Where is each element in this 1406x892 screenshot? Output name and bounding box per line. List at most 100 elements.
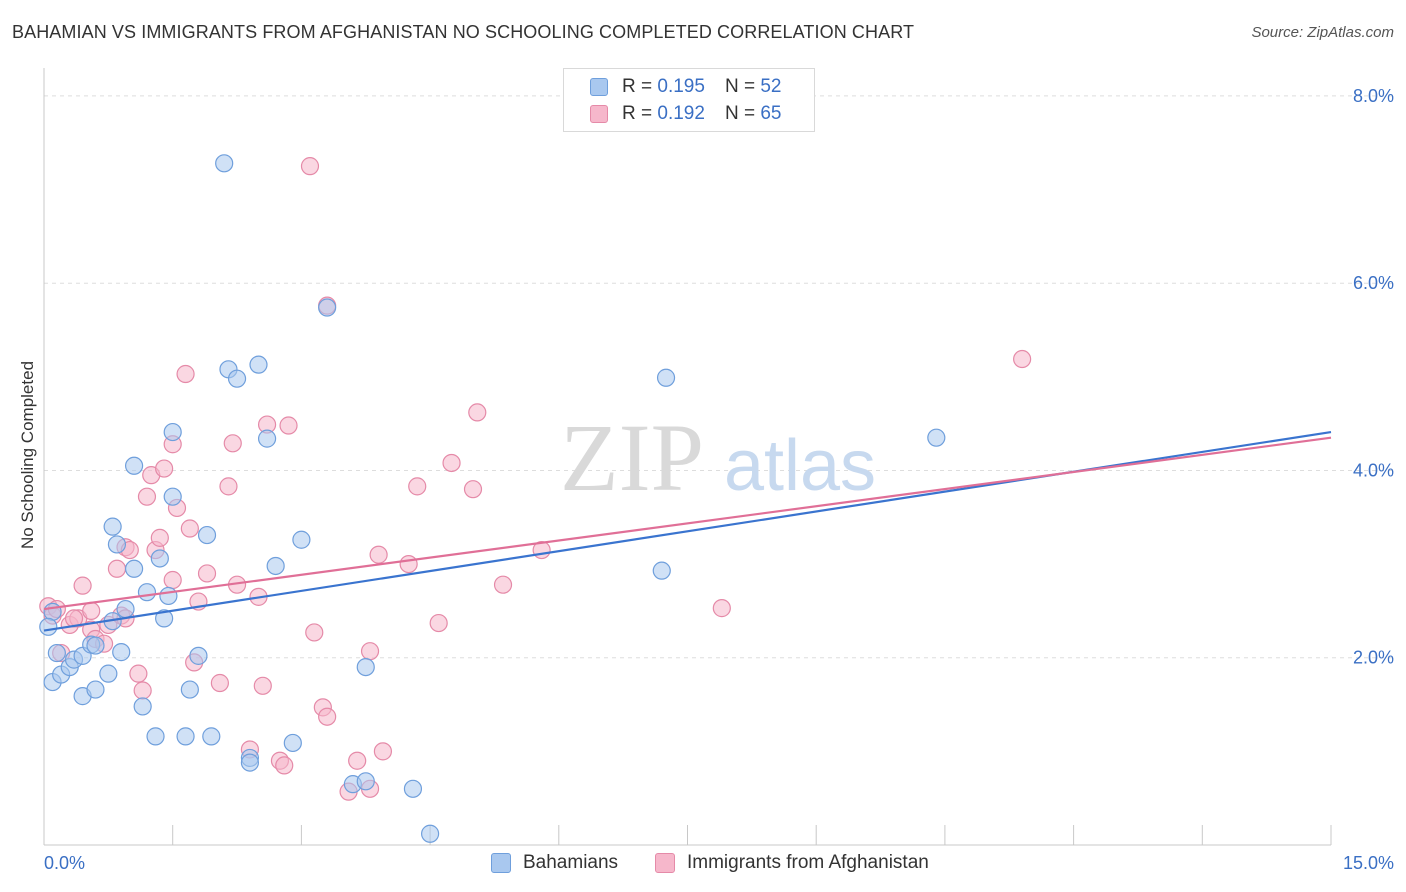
- bahamian-point: [197, 525, 217, 545]
- legend-row-afghanistan: R = 0.192 N = 65: [590, 103, 781, 125]
- afghanistan-point: [360, 642, 380, 661]
- bahamian-points: [39, 154, 946, 843]
- gridlines: [44, 95, 1392, 659]
- bahamian-point: [403, 779, 423, 798]
- bahamian-point: [163, 487, 182, 506]
- bahamian-point: [283, 733, 302, 753]
- n-value-bahamians: 52: [760, 76, 782, 97]
- bahamian-point: [86, 636, 105, 655]
- n-label: N =: [724, 76, 756, 97]
- series-legend: Bahamians Immigrants from Afghanistan: [0, 852, 1406, 878]
- bahamian-point: [99, 664, 118, 683]
- afghanistan-point: [408, 477, 427, 496]
- bahamian-point: [180, 680, 199, 699]
- afghanistan-point: [73, 576, 92, 595]
- bahamian-point: [292, 530, 311, 549]
- bahamian-point: [116, 599, 135, 619]
- bahamian-point: [189, 646, 208, 665]
- afghanistan-point: [1013, 349, 1032, 369]
- afghanistan-point: [150, 528, 169, 547]
- afghanistan-point: [133, 681, 152, 700]
- bahamian-point: [155, 609, 174, 628]
- y-tick-label: 4.0%: [1353, 460, 1394, 480]
- afghanistan-point: [305, 623, 324, 642]
- bahamian-point: [356, 772, 375, 791]
- blue-swatch: [590, 78, 608, 96]
- x-tick-min: 0.0%: [44, 853, 85, 873]
- afghanistan-point: [223, 434, 242, 453]
- afghanistan-point: [442, 453, 461, 473]
- afghanistan-point: [219, 477, 238, 496]
- afghanistan-point: [82, 601, 101, 621]
- afghanistan-point: [279, 416, 298, 435]
- n-value-afghanistan: 65: [760, 103, 782, 124]
- x-tick-max: 15.0%: [1343, 853, 1394, 873]
- bahamian-point: [318, 298, 337, 317]
- bahamian-point: [240, 753, 260, 772]
- afghanistan-point: [373, 742, 393, 761]
- afghanistan-point: [712, 599, 731, 618]
- bahamian-point: [47, 643, 66, 663]
- bahamian-point: [146, 727, 165, 746]
- afghanistan-points: [39, 157, 1032, 801]
- bahamian-point: [356, 657, 375, 677]
- afghanistan-point: [429, 613, 448, 633]
- chart-title: BAHAMIAN VS IMMIGRANTS FROM AFGHANISTAN …: [12, 22, 915, 42]
- legend-item-afghanistan[interactable]: Immigrants from Afghanistan: [655, 852, 929, 874]
- afghanistan-swatch: [655, 853, 675, 873]
- legend-row-bahamians: R = 0.195 N = 52: [590, 76, 781, 98]
- bahamian-point: [215, 154, 234, 173]
- bahamian-point: [133, 697, 152, 716]
- trend-lines: [43, 430, 1332, 632]
- bahamian-point: [227, 369, 247, 388]
- bahamian-point: [159, 586, 178, 606]
- legend-label-afghanistan: Immigrants from Afghanistan: [687, 852, 929, 873]
- y-tick-label: 8.0%: [1353, 86, 1394, 106]
- afghanistan-point: [275, 756, 294, 775]
- afghanistan-point: [129, 664, 148, 683]
- afghanistan-point: [348, 751, 367, 770]
- r-value-afghanistan: 0.192: [657, 103, 705, 124]
- afghanistan-point: [468, 403, 487, 422]
- bahamian-point: [163, 422, 182, 442]
- axes: [43, 68, 1332, 846]
- source-credit[interactable]: Source: ZipAtlas.com: [1251, 24, 1394, 41]
- afghanistan-point: [137, 487, 157, 506]
- bahamian-point: [202, 727, 221, 746]
- legend-item-bahamians[interactable]: Bahamians: [491, 852, 618, 874]
- afghanistan-point: [197, 564, 217, 583]
- r-label: R =: [622, 76, 653, 97]
- afghanistan-point: [300, 157, 320, 176]
- correlation-legend: R = 0.195 N = 52 R = 0.192 N = 65: [563, 68, 815, 132]
- afghanistan-point: [463, 480, 483, 499]
- tick-labels: 0.0% 15.0% 2.0% 4.0% 6.0% 8.0%: [44, 86, 1394, 873]
- afghanistan-point: [210, 673, 229, 693]
- bahamian-point: [257, 429, 277, 448]
- bahamian-point: [421, 824, 440, 843]
- bahamian-point: [656, 368, 676, 387]
- bahamian-point: [266, 556, 285, 576]
- bahamian-point: [43, 602, 62, 621]
- y-tick-label: 2.0%: [1353, 648, 1394, 668]
- bahamian-point: [927, 428, 946, 447]
- bahamian-point: [124, 456, 144, 475]
- n-label: N =: [724, 103, 756, 124]
- afghanistan-trend-line: [43, 436, 1332, 611]
- zipatlas-watermark: ZIP atlas: [560, 404, 876, 511]
- bahamian-point: [103, 517, 122, 536]
- r-label: R =: [622, 103, 653, 124]
- bahamian-point: [112, 643, 131, 662]
- r-value-bahamians: 0.195: [657, 76, 705, 97]
- bahamian-point: [39, 617, 58, 636]
- afghanistan-point: [163, 570, 182, 590]
- bahamian-point: [137, 583, 157, 602]
- bahamian-point: [150, 549, 169, 568]
- bahamians-swatch: [491, 853, 511, 873]
- watermark-zip: ZIP: [560, 404, 704, 511]
- bahamian-point: [107, 535, 127, 554]
- bahamian-point: [176, 727, 195, 746]
- afghanistan-point: [180, 519, 199, 538]
- afghanistan-point: [107, 559, 127, 578]
- y-tick-label: 6.0%: [1353, 273, 1394, 293]
